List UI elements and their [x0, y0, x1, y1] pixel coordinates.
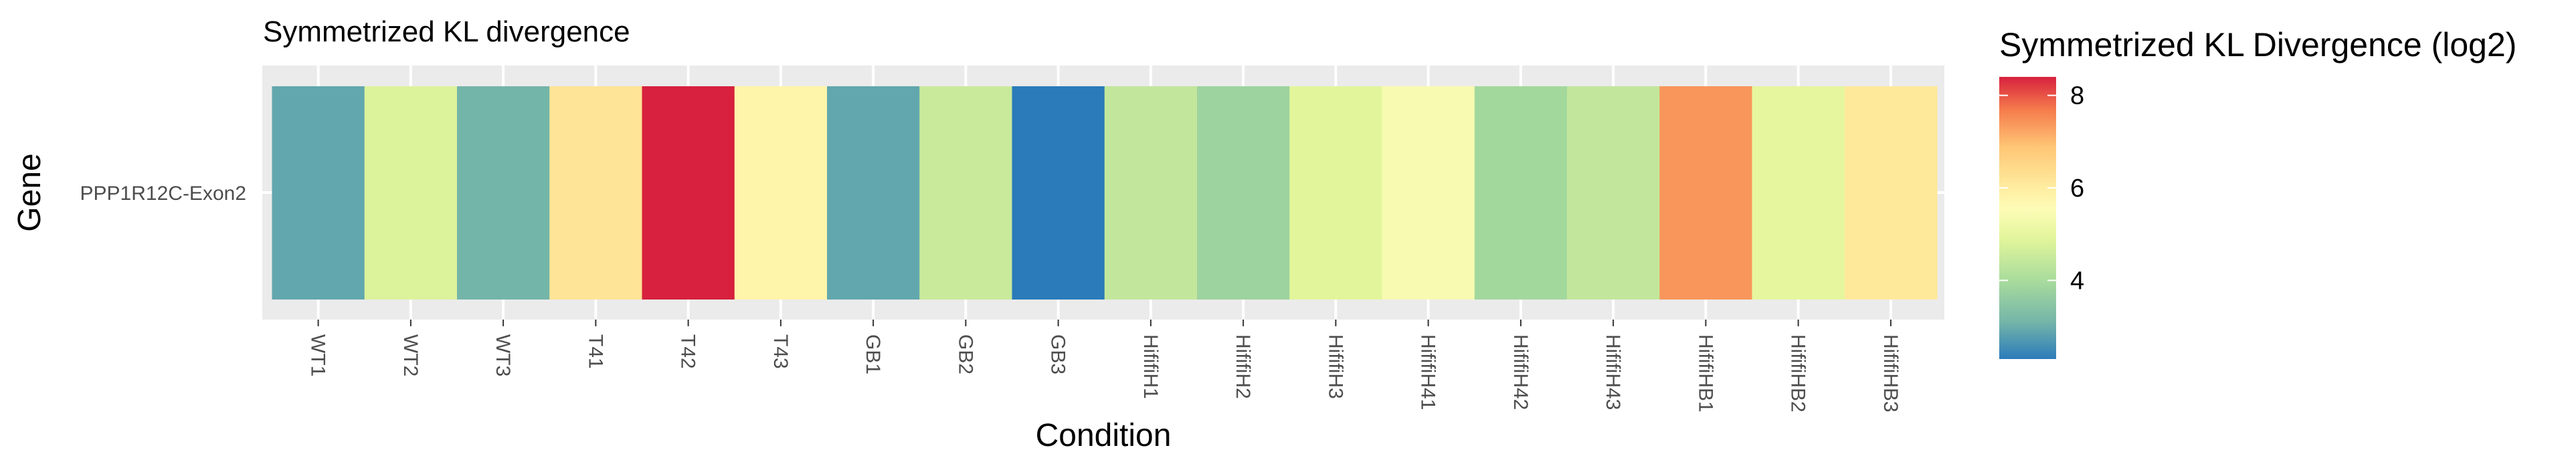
x-tick-label: HififiH43: [1602, 334, 1624, 410]
heatmap-tile-hififih42: [1474, 86, 1568, 300]
x-tick-label: HififiH42: [1509, 334, 1532, 410]
heatmap-tile-wt1: [272, 86, 365, 300]
x-axis-title: Condition: [1036, 418, 1172, 453]
x-tick-label: HififiH41: [1417, 334, 1439, 410]
x-tick-label: T43: [769, 334, 792, 369]
legend-title: Symmetrized KL Divergence (log2): [1999, 26, 2516, 64]
heatmap-tile-gb3: [1012, 86, 1105, 300]
heatmap-tile-hififih43: [1567, 86, 1660, 300]
x-tick-label: WT3: [492, 334, 514, 376]
legend-tick-label: 8: [2070, 82, 2084, 110]
heatmap-tile-wt2: [364, 86, 458, 300]
chart-title: Symmetrized KL divergence: [263, 15, 630, 48]
y-tick-label: PPP1R12C-Exon2: [80, 183, 246, 205]
heatmap-tile-t42: [642, 86, 735, 300]
x-tick-label: HififiH3: [1324, 334, 1346, 399]
x-tick-label: HififiHB1: [1694, 334, 1716, 413]
x-tick-label: T41: [584, 334, 606, 369]
x-tick-label: WT1: [307, 334, 329, 376]
heatmap-tile-gb2: [919, 86, 1013, 300]
heatmap-tile-gb1: [827, 86, 920, 300]
legend-ticks: 4 6 8: [1999, 82, 2084, 295]
x-tick-label: GB2: [954, 334, 976, 374]
legend-colorbar: [1999, 77, 2056, 359]
x-tick-label: GB1: [862, 334, 884, 374]
heatmap-tile-hififih2: [1197, 86, 1290, 300]
x-tick-label: T42: [677, 334, 699, 369]
heatmap-tile-hififih3: [1289, 86, 1383, 300]
legend-tick-label: 6: [2070, 174, 2084, 203]
x-tick-label: HififiH2: [1232, 334, 1254, 399]
x-tick-label: HififiHB3: [1879, 334, 1902, 413]
heatmap-tiles: [272, 86, 1938, 300]
x-tick-label: HififiH1: [1139, 334, 1162, 399]
heatmap-tile-hififih41: [1382, 86, 1475, 300]
heatmap-tile-t41: [549, 86, 643, 300]
x-tick-labels: WT1 WT2 WT3 T41 T42 T43 GB1 GB2 GB3 HififiH1 Hifif…: [307, 320, 1902, 413]
x-tick-label: WT2: [399, 334, 422, 376]
heatmap-tile-hififihb2: [1752, 86, 1845, 300]
x-tick-label: HififiHB2: [1787, 334, 1809, 413]
x-tick-label: GB3: [1047, 334, 1069, 374]
heatmap-tile-hififih1: [1104, 86, 1198, 300]
y-axis-title: Gene: [12, 153, 48, 231]
legend-tick-label: 4: [2070, 267, 2084, 295]
heatmap-tile-hififihb3: [1844, 86, 1938, 300]
heatmap-tile-hififihb1: [1659, 86, 1753, 300]
heatmap-tile-wt3: [457, 86, 550, 300]
heatmap-tile-t43: [734, 86, 828, 300]
